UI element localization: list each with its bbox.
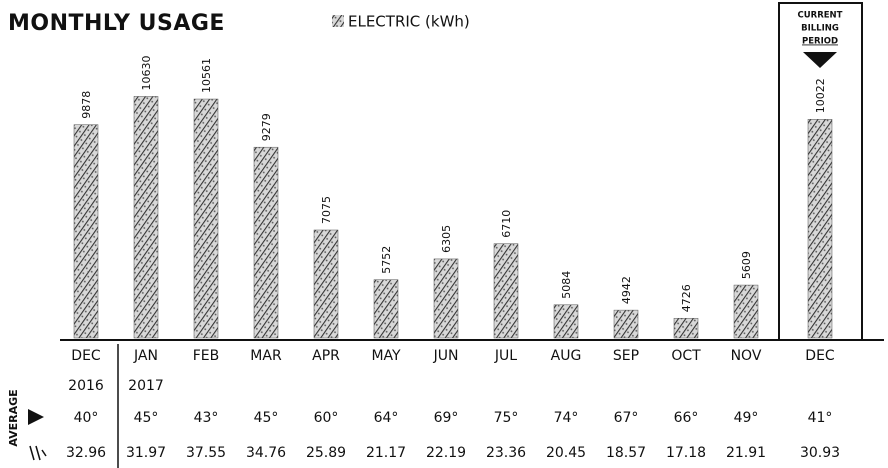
year-label: 2016 <box>68 378 104 394</box>
bar <box>253 146 279 339</box>
legend-label: ELECTRIC (kWh) <box>348 13 470 31</box>
temperature: 40° <box>74 410 99 426</box>
daily-usage: 25.89 <box>306 445 346 461</box>
bar <box>313 229 339 339</box>
bar <box>553 304 579 339</box>
bar <box>493 243 519 339</box>
daily-usage: 22.19 <box>426 445 466 461</box>
daily-usage: 23.36 <box>486 445 526 461</box>
month-label: NOV <box>731 348 762 364</box>
month-label: DEC <box>71 348 101 364</box>
bar <box>193 98 219 339</box>
value-label: 4942 <box>620 276 633 304</box>
month-label: MAR <box>250 348 282 364</box>
daily-usage: 37.55 <box>186 445 226 461</box>
average-label: AVERAGE <box>7 389 20 446</box>
bar <box>373 279 399 339</box>
temperature: 45° <box>134 410 159 426</box>
value-label: 10022 <box>814 78 827 113</box>
value-label: 5084 <box>560 271 573 299</box>
temperature: 74° <box>554 410 579 426</box>
daily-usage: 21.91 <box>726 445 766 461</box>
value-label: 9279 <box>260 113 273 141</box>
value-label: 6710 <box>500 210 513 238</box>
month-label: MAY <box>371 348 401 364</box>
daily-usage: 21.17 <box>366 445 406 461</box>
daily-usage: 20.45 <box>546 445 586 461</box>
value-label: 7075 <box>320 196 333 224</box>
bar <box>613 309 639 339</box>
legend-swatch <box>332 15 344 27</box>
bar <box>133 96 159 339</box>
temperature: 60° <box>314 410 339 426</box>
daily-usage: 18.57 <box>606 445 646 461</box>
value-label: 5609 <box>740 251 753 279</box>
bar <box>733 284 759 339</box>
temperature: 43° <box>194 410 219 426</box>
daily-usage: 34.76 <box>246 445 286 461</box>
temperature: 45° <box>254 410 279 426</box>
bar <box>433 258 459 339</box>
month-label: JAN <box>133 348 158 364</box>
temperature: 75° <box>494 410 519 426</box>
temperature: 41° <box>808 410 833 426</box>
month-label: OCT <box>671 348 701 364</box>
value-label: 10561 <box>200 58 213 93</box>
temperature-icon <box>28 409 44 425</box>
value-label: 5752 <box>380 246 393 274</box>
current-period-label: CURRENT <box>798 11 843 21</box>
chart-title: MONTHLY USAGE <box>8 11 225 36</box>
month-label: AUG <box>551 348 582 364</box>
daily-usage: 31.97 <box>126 445 166 461</box>
month-label: FEB <box>193 348 220 364</box>
month-label: DEC <box>805 348 835 364</box>
year-label: 2017 <box>128 378 164 394</box>
bar <box>673 317 699 339</box>
daily-icon <box>29 445 47 461</box>
daily-usage: 30.93 <box>800 445 840 461</box>
value-label: 9878 <box>80 91 93 119</box>
bar <box>807 119 833 339</box>
bar <box>73 124 99 339</box>
value-label: 4726 <box>680 284 693 312</box>
current-period-arrow <box>803 52 837 68</box>
month-label: JUL <box>494 348 517 364</box>
month-label: SEP <box>613 348 639 364</box>
temperature: 64° <box>374 410 399 426</box>
month-label: APR <box>312 348 340 364</box>
current-period-label: PERIOD <box>802 37 838 47</box>
temperature: 67° <box>614 410 639 426</box>
daily-usage: 17.18 <box>666 445 706 461</box>
temperature: 69° <box>434 410 459 426</box>
daily-usage: 32.96 <box>66 445 106 461</box>
value-label: 6305 <box>440 225 453 253</box>
value-label: 10630 <box>140 55 153 90</box>
temperature: 66° <box>674 410 699 426</box>
temperature: 49° <box>734 410 759 426</box>
month-label: JUN <box>433 348 459 364</box>
current-period-label: BILLING <box>801 24 839 34</box>
